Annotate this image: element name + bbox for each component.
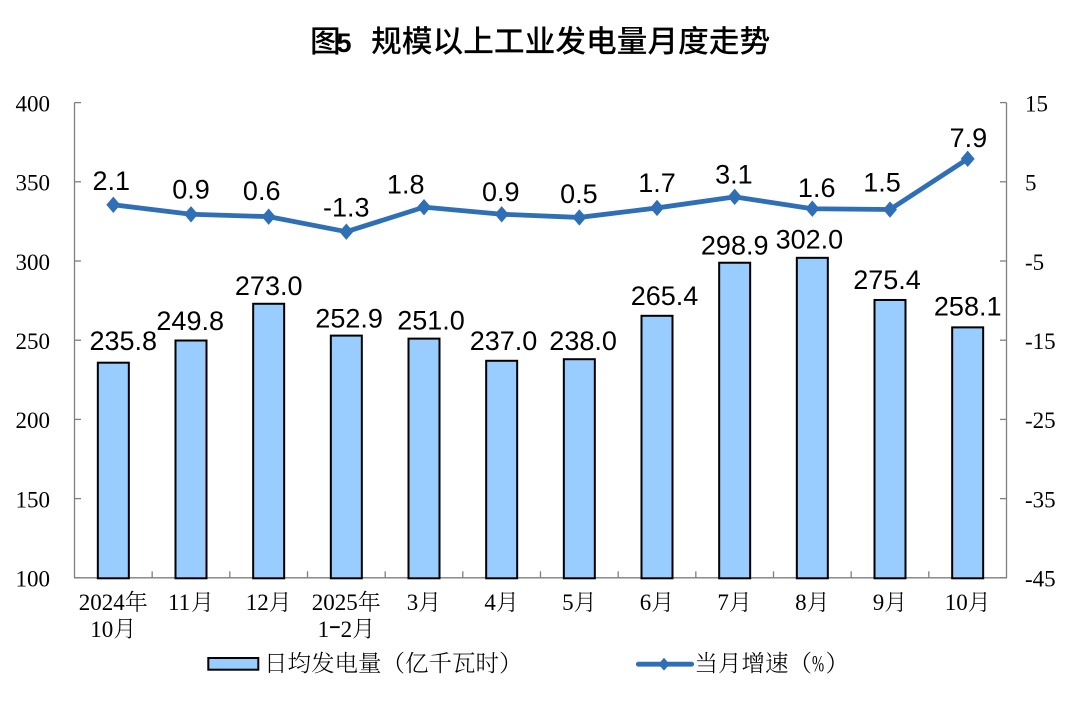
svg-text:275.4: 275.4: [853, 265, 921, 295]
svg-text:249.8: 249.8: [156, 306, 224, 336]
svg-text:15: 15: [1025, 91, 1048, 116]
svg-text:2: 2: [341, 617, 353, 642]
svg-text:-35: -35: [1025, 487, 1056, 512]
svg-text:273.0: 273.0: [235, 271, 303, 301]
svg-text:300: 300: [16, 250, 51, 275]
svg-text:4: 4: [484, 590, 496, 615]
svg-text:8: 8: [795, 590, 807, 615]
svg-text:2025: 2025: [312, 590, 358, 615]
svg-text:302.0: 302.0: [776, 225, 844, 255]
svg-text:9: 9: [873, 590, 885, 615]
svg-text:-45: -45: [1025, 567, 1056, 592]
svg-text:251.0: 251.0: [397, 305, 465, 335]
svg-text:2.1: 2.1: [93, 166, 131, 196]
svg-text:0.9: 0.9: [172, 175, 210, 205]
svg-text:-1.3: -1.3: [323, 193, 370, 223]
svg-text:1: 1: [318, 617, 330, 642]
svg-text:7.9: 7.9: [950, 123, 988, 153]
svg-text:252.9: 252.9: [315, 304, 383, 334]
svg-text:-15: -15: [1025, 329, 1056, 354]
svg-text:0.9: 0.9: [482, 177, 520, 207]
svg-text:2024: 2024: [79, 590, 126, 615]
svg-text:5: 5: [1025, 171, 1037, 196]
svg-text:12: 12: [246, 590, 269, 615]
svg-text:237.0: 237.0: [470, 326, 538, 356]
svg-text:10: 10: [945, 590, 968, 615]
svg-text:%: %: [812, 652, 824, 677]
svg-text:258.1: 258.1: [934, 292, 1002, 322]
svg-text:200: 200: [16, 408, 51, 433]
svg-text:1.8: 1.8: [387, 170, 425, 200]
svg-text:150: 150: [16, 487, 51, 512]
svg-text:-25: -25: [1025, 408, 1056, 433]
svg-text:350: 350: [16, 171, 51, 196]
svg-text:0.6: 0.6: [243, 176, 281, 206]
svg-text:11: 11: [168, 590, 190, 615]
svg-text:1.7: 1.7: [638, 168, 676, 198]
svg-text:5: 5: [337, 28, 352, 58]
svg-text:7: 7: [717, 590, 729, 615]
svg-text:-5: -5: [1025, 250, 1044, 275]
svg-text:265.4: 265.4: [631, 281, 699, 311]
svg-text:3: 3: [407, 590, 419, 615]
svg-text:5: 5: [562, 590, 574, 615]
svg-text:235.8: 235.8: [90, 326, 158, 356]
svg-text:250: 250: [16, 329, 51, 354]
svg-text:400: 400: [16, 91, 51, 116]
svg-text:10: 10: [90, 617, 113, 642]
svg-text:6: 6: [640, 590, 652, 615]
svg-text:0.5: 0.5: [560, 179, 598, 209]
svg-text:3.1: 3.1: [715, 160, 753, 190]
svg-text:238.0: 238.0: [549, 326, 617, 356]
svg-text:298.9: 298.9: [701, 230, 769, 260]
svg-text:1.5: 1.5: [863, 168, 901, 198]
svg-text:1.6: 1.6: [798, 173, 836, 203]
svg-text:100: 100: [16, 567, 51, 592]
